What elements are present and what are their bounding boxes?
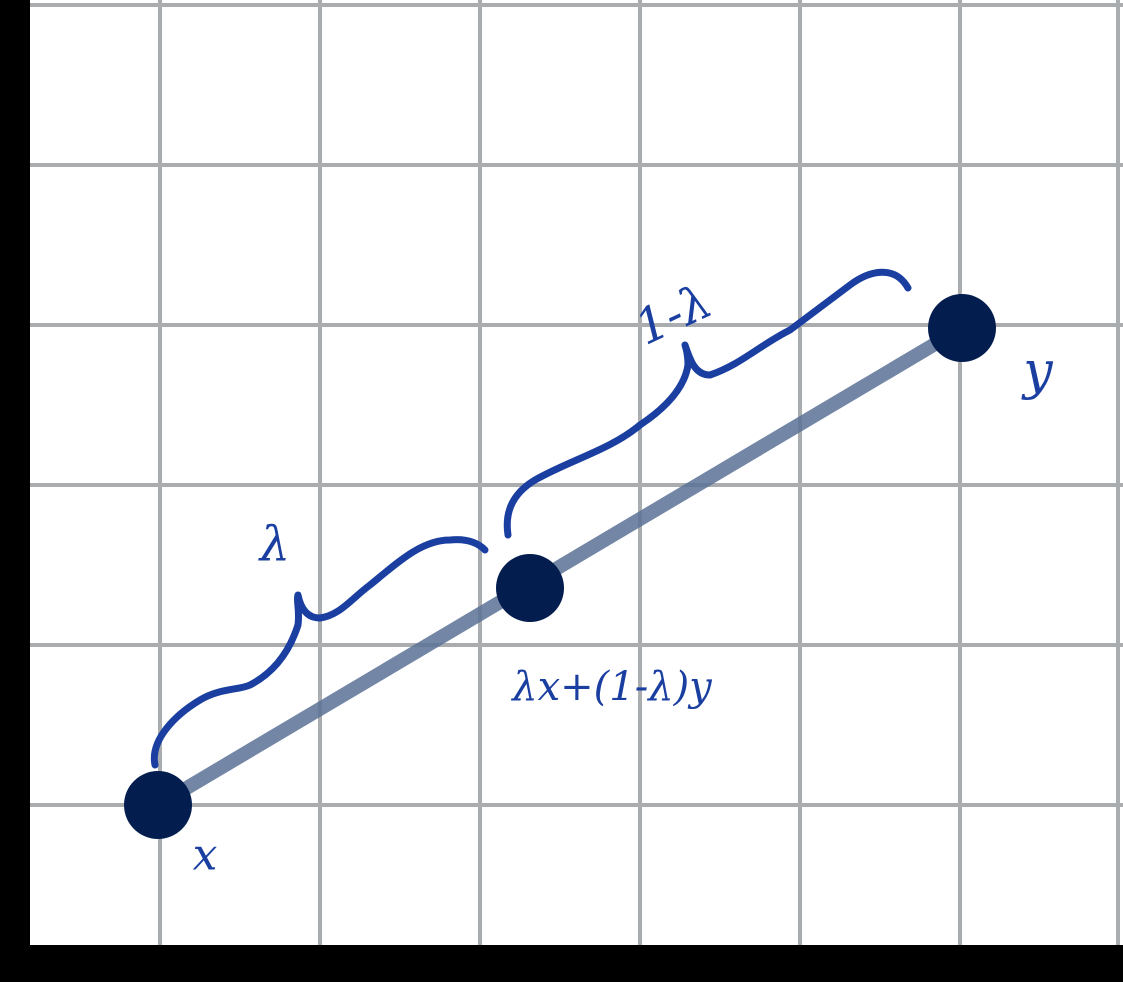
bottom-border: [0, 945, 1123, 982]
label-lambda: λ: [258, 517, 290, 573]
label-y: y: [1021, 342, 1053, 402]
brace-one-minus-lambda: [503, 268, 912, 539]
label-mix: λx+(1-λ)y: [510, 664, 713, 710]
point-y: [928, 294, 996, 362]
label-x: x: [193, 830, 218, 881]
point-x: [124, 771, 192, 839]
point-mix: [496, 554, 564, 622]
brace-lambda: [150, 536, 489, 769]
segment: [154, 321, 966, 812]
canvas: [30, 0, 1123, 945]
braces: [150, 268, 912, 769]
left-border: [0, 0, 30, 982]
